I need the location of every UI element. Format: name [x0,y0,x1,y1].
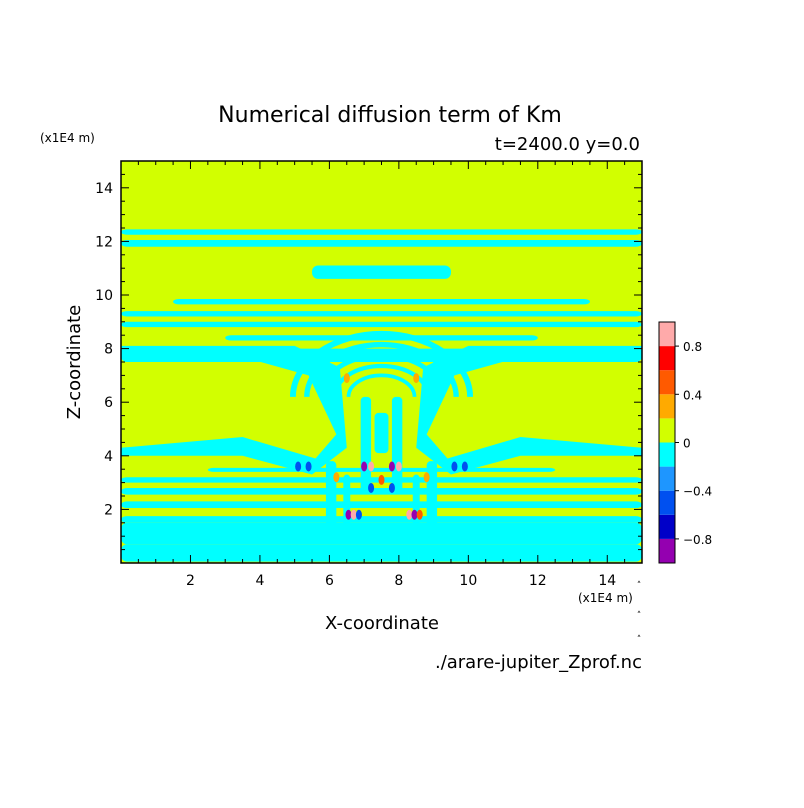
contour-spot [416,509,423,520]
colorbar-tick-label: 0 [683,437,691,451]
contour-spot [451,461,458,472]
colorbar-segment [659,466,675,491]
contour-spot [368,482,375,493]
contour-spot [333,472,340,483]
contour-arch [332,363,431,397]
contour-spot [345,509,352,520]
contour-band [121,516,642,523]
y-tick-label: 10 [95,288,113,304]
y-axis-label: Z-coordinate [64,305,85,420]
contour-arch [304,341,459,397]
contour-column [343,474,351,529]
y-tick-label: 14 [95,181,113,197]
contour-band [121,487,642,495]
contour-band [207,467,556,472]
colorbar-segment [659,370,675,395]
contour-spot [388,482,395,493]
chart-title: Numerical diffusion term of Km [218,103,562,128]
contour-spot [361,461,368,472]
y-unit-label: (x1E4 m) [40,131,95,145]
contour-spot [295,461,302,472]
x-tick-label: 14 [598,573,616,589]
contour-arch [289,330,474,397]
y-axis-ticks: 2 4 6 8 10 12 14 [95,173,642,551]
contour-spot [461,461,468,472]
contour-band [121,229,642,235]
contour-arch [318,353,445,397]
x-tick-label: 10 [459,573,477,589]
contour-spot [413,373,420,384]
contour-band [173,299,590,305]
contour-spot [368,461,375,472]
contour-column [325,461,337,537]
colorbar-tick-label: −0.8 [683,533,712,547]
x-tick-label: 8 [394,573,403,589]
contour-spot [423,472,430,483]
contour-spot [378,474,385,485]
y-tick-label: 6 [104,395,113,411]
contour-band [121,522,642,545]
source-file-label: ./arare-jupiter_Zprof.nc [435,652,642,673]
colorbar-tick-label: 0.4 [683,388,702,402]
colorbar-tick-label: 0.8 [683,340,702,354]
contour-spot [343,373,350,384]
y-tick-label: 8 [104,342,113,358]
tick-marker-dot: ˄ [637,581,642,591]
colorbar-segment [659,322,675,347]
contour-spot [350,509,357,520]
contour-column [391,396,403,494]
colorbar-tick-label: −0.4 [683,485,712,499]
contour-band [121,544,642,562]
contour-band [121,501,642,509]
colorbar-segment [659,442,675,467]
contour-wing [416,345,642,475]
tick-marker-dot: ˄ [637,611,642,621]
contour-spot [305,461,312,472]
x-tick-label: 6 [325,573,334,589]
contour-wing [121,345,347,475]
contour-spot [395,461,402,472]
contour-column [360,396,372,494]
x-tick-label: 4 [255,573,264,589]
contour-column [426,461,438,537]
chart-subtitle: t=2400.0 y=0.0 [495,134,640,155]
y-tick-label: 12 [95,234,113,250]
contour-column [412,474,420,529]
colorbar-segment [659,394,675,419]
contour-band [312,265,451,279]
contour-arch [346,373,417,397]
colorbar-segment [659,418,675,443]
x-axis-label: X-coordinate [325,613,439,634]
x-tick-label: 12 [529,573,547,589]
contour-spot [355,509,362,520]
colorbar-segment [659,346,675,371]
tick-marker-dot: ˄ [637,635,642,645]
contour-band [121,240,642,247]
x-tick-label: 2 [186,573,195,589]
x-unit-label: (x1E4 m) [578,591,633,605]
contour-band [225,335,538,341]
contour-spot [406,509,413,520]
colorbar-segment [659,538,675,563]
contour-column [374,412,389,454]
colorbar: −0.8 −0.4 0 0.4 0.8 [658,321,712,564]
colorbar-segment [659,514,675,539]
contour-spot [388,461,395,472]
contour-band [121,321,642,328]
contour-field [121,161,642,563]
y-tick-label: 4 [104,449,113,465]
colorbar-segment [659,490,675,515]
contour-band [121,311,642,317]
x-axis-ticks: 2 4 6 8 10 12 14 [137,161,626,589]
contour-spot [411,509,418,520]
y-tick-label: 2 [104,502,113,518]
